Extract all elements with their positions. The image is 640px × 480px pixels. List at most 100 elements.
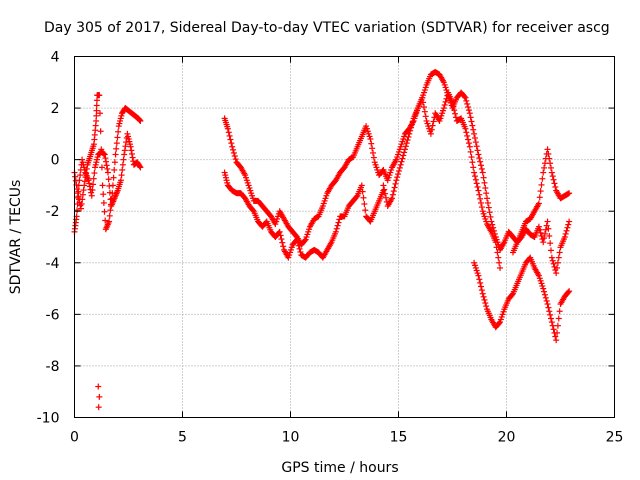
data-point-interp bbox=[468, 154, 475, 161]
data-point bbox=[117, 177, 124, 184]
data-point-interp bbox=[471, 134, 478, 141]
data-point-interp bbox=[118, 172, 125, 179]
data-point bbox=[479, 169, 486, 176]
data-point-interp bbox=[115, 128, 122, 135]
data-point-interp bbox=[333, 225, 340, 232]
data-point-interp bbox=[361, 200, 368, 207]
data-point bbox=[393, 177, 400, 184]
data-point-interp bbox=[102, 217, 109, 224]
data-point-interp bbox=[360, 194, 367, 201]
data-point-interp bbox=[549, 257, 556, 264]
data-point-interp bbox=[564, 224, 571, 231]
data-point bbox=[462, 94, 469, 101]
data-point-interp bbox=[565, 289, 572, 296]
data-point-interp bbox=[486, 209, 493, 216]
data-point-interp bbox=[105, 176, 112, 183]
data-point bbox=[121, 151, 128, 158]
data-point-interp bbox=[390, 188, 397, 195]
data-point-interp bbox=[119, 166, 126, 173]
data-point bbox=[544, 146, 551, 153]
data-point-interp bbox=[106, 182, 113, 189]
y-tick-label: 2 bbox=[51, 101, 60, 117]
data-point-interp bbox=[110, 174, 117, 181]
data-point-interp bbox=[496, 259, 503, 266]
data-point bbox=[462, 125, 469, 132]
data-point-interp bbox=[100, 191, 107, 198]
data-point-interp bbox=[550, 176, 557, 183]
x-tick-label: 5 bbox=[178, 430, 187, 446]
data-point bbox=[427, 130, 434, 137]
data-point-interp bbox=[74, 194, 81, 201]
data-point-interp bbox=[278, 236, 285, 243]
data-point bbox=[540, 285, 547, 292]
data-point-interp bbox=[541, 235, 548, 242]
data-point-interp bbox=[89, 187, 96, 194]
data-point-interp bbox=[249, 207, 256, 214]
data-point-interp bbox=[230, 149, 237, 156]
x-tick-label: 10 bbox=[282, 430, 300, 446]
data-point bbox=[101, 151, 108, 158]
data-point-interp bbox=[391, 184, 398, 191]
data-point-interp bbox=[80, 187, 87, 194]
data-point-interp bbox=[487, 213, 494, 220]
data-point bbox=[466, 143, 473, 150]
x-tick-label: 0 bbox=[70, 430, 79, 446]
data-point-interp bbox=[98, 164, 105, 171]
data-point-interp bbox=[277, 232, 284, 239]
data-point bbox=[561, 234, 568, 240]
gridlines bbox=[74, 56, 615, 418]
data-point-interp bbox=[554, 329, 561, 336]
data-point bbox=[229, 143, 236, 150]
data-point-interp bbox=[228, 140, 235, 147]
data-point-interp bbox=[100, 199, 107, 206]
data-point-interp bbox=[389, 191, 396, 198]
data-point-interp bbox=[301, 237, 308, 244]
data-point bbox=[440, 105, 447, 112]
data-point-interp bbox=[370, 154, 377, 161]
data-point bbox=[475, 187, 482, 194]
data-point-interp bbox=[428, 126, 435, 133]
data-point-interp bbox=[353, 193, 360, 200]
data-point-interp bbox=[464, 100, 471, 107]
data-point-interp bbox=[477, 279, 484, 286]
y-tick-label: -10 bbox=[37, 411, 60, 427]
data-point bbox=[224, 125, 231, 132]
data-point-interp bbox=[468, 118, 475, 125]
data-point-interp bbox=[477, 158, 484, 165]
data-point-interp bbox=[77, 172, 84, 179]
data-point-interp bbox=[554, 322, 561, 329]
data-point-interp bbox=[392, 180, 399, 187]
data-point bbox=[553, 337, 560, 344]
data-points bbox=[71, 68, 573, 411]
y-tick-label: -8 bbox=[46, 359, 60, 375]
data-point-interp bbox=[359, 188, 366, 195]
data-point-interp bbox=[547, 164, 554, 171]
data-point bbox=[419, 94, 426, 101]
data-point-interp bbox=[128, 147, 135, 154]
data-point-interp bbox=[107, 207, 114, 214]
data-point-interp bbox=[547, 160, 554, 167]
data-point-interp bbox=[232, 156, 239, 163]
data-point-interp bbox=[485, 204, 492, 211]
data-point-interp bbox=[403, 140, 410, 147]
data-point bbox=[544, 218, 551, 225]
data-point-interp bbox=[79, 191, 86, 198]
data-point bbox=[535, 200, 542, 207]
data-point bbox=[389, 195, 396, 202]
data-point-interp bbox=[474, 183, 481, 190]
y-tick-labels: 4 2 0 -2 -4 -6 -8 -10 bbox=[37, 50, 60, 427]
y-axis-label: SDTVAR / TECUs bbox=[8, 180, 24, 295]
x-tick-label: 25 bbox=[606, 430, 624, 446]
data-point bbox=[466, 110, 473, 117]
data-point bbox=[471, 130, 478, 137]
data-point-interp bbox=[549, 322, 556, 329]
data-point-interp bbox=[295, 242, 302, 249]
data-point-interp bbox=[369, 145, 376, 152]
data-point-interp bbox=[554, 259, 561, 266]
data-point-interp bbox=[541, 288, 548, 295]
data-point-interp bbox=[136, 163, 143, 170]
data-point-interp bbox=[93, 112, 100, 119]
data-point-interp bbox=[398, 158, 405, 165]
data-point-interp bbox=[556, 308, 563, 315]
data-point-interp bbox=[106, 212, 113, 219]
